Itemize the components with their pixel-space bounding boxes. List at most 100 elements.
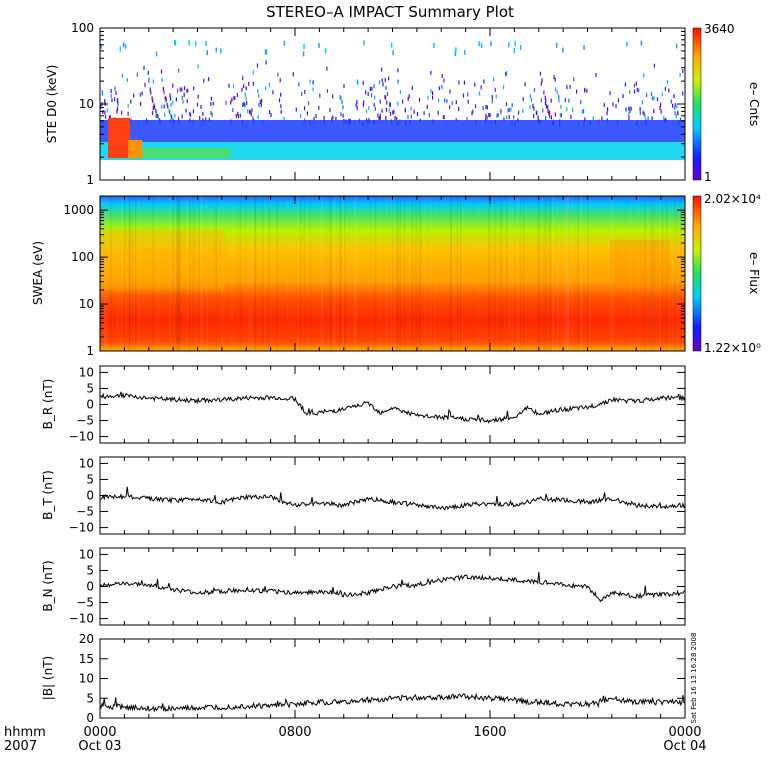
ste-speck	[356, 106, 358, 111]
swea-texture-stripe	[643, 196, 646, 351]
ste-speck	[147, 70, 149, 75]
swea-texture-stripe	[552, 196, 554, 351]
ste-speck	[550, 98, 552, 103]
ste-speck	[572, 107, 574, 112]
ste-speck	[182, 100, 184, 104]
ste-speck-high	[303, 43, 305, 49]
br-y-ticks: 10 5 0 −5 −10	[69, 365, 685, 444]
ste-speck	[642, 110, 644, 115]
ste-colorbar	[692, 27, 702, 181]
ste-tick-label: 1	[86, 173, 94, 187]
ste-speck	[653, 63, 655, 68]
ste-speck	[102, 110, 104, 114]
ste-speck	[471, 111, 473, 116]
ste-speck	[500, 110, 502, 115]
ste-speck	[545, 104, 548, 109]
ste-speck	[174, 113, 176, 118]
ste-speck	[584, 88, 586, 93]
ste-speck	[187, 88, 189, 93]
ste-speck	[140, 101, 142, 106]
swea-texture-stripe	[434, 196, 436, 351]
ste-speck-high	[363, 40, 365, 46]
x-tick-time-label: 1600	[473, 725, 506, 740]
ste-speck	[674, 111, 676, 116]
swea-texture-stripe	[460, 196, 462, 351]
ste-speck	[177, 116, 180, 121]
ste-speck	[306, 111, 308, 116]
ste-speck	[245, 96, 247, 101]
br-tick-label: −10	[69, 430, 94, 444]
swea-texture-stripe	[104, 196, 106, 351]
ste-speck	[392, 110, 394, 115]
ste-speck	[250, 112, 252, 117]
ste-speck	[569, 84, 571, 89]
ste-speck	[243, 101, 245, 106]
ste-speck	[162, 87, 164, 91]
swea-texture-stripe	[172, 196, 175, 351]
ste-speck	[379, 113, 381, 118]
ste-speck-high	[626, 41, 628, 47]
ste-speck	[185, 108, 187, 113]
ste-speck	[368, 106, 370, 111]
swea-colorbar-max: 2.02×10⁴	[704, 192, 761, 206]
ste-speck	[329, 108, 331, 113]
ste-speck	[111, 98, 113, 103]
ste-speck	[235, 114, 237, 119]
ste-speck	[428, 113, 430, 117]
ste-speck	[560, 104, 562, 109]
ste-speck	[265, 60, 267, 65]
ste-speck	[675, 114, 677, 119]
swea-texture-stripe	[254, 196, 257, 351]
ste-speck	[326, 66, 328, 71]
bmag-tick-label: 20	[79, 632, 94, 646]
ste-speck	[553, 75, 555, 80]
ste-speck	[537, 117, 539, 122]
ste-speck	[365, 90, 367, 95]
swea-texture-stripe	[651, 196, 653, 351]
bmag-tick-label: 5	[86, 691, 94, 705]
ste-speck	[116, 106, 119, 111]
ste-speck	[466, 117, 468, 121]
ste-speck	[451, 101, 453, 106]
ste-speck	[650, 92, 653, 97]
ste-speck	[508, 107, 510, 112]
ste-speck	[247, 109, 249, 113]
ste-speck	[639, 111, 641, 116]
ste-speck	[430, 88, 432, 93]
ste-speck	[256, 63, 259, 68]
ste-speck	[200, 104, 202, 109]
ste-speck	[144, 82, 146, 87]
ste-speck	[332, 94, 334, 99]
swea-texture-stripe	[665, 196, 668, 351]
ste-speck	[513, 115, 515, 120]
ste-speck	[474, 104, 477, 109]
ste-speck	[628, 116, 630, 121]
ste-speck	[478, 91, 481, 96]
ste-speck	[458, 107, 460, 111]
ste-speck	[241, 87, 243, 92]
swea-enhancement-2	[610, 240, 670, 285]
ste-speck	[581, 110, 583, 114]
ste-speck	[566, 107, 568, 112]
ste-speck	[679, 72, 681, 77]
ste-speck	[666, 80, 669, 85]
swea-texture-stripe	[151, 196, 154, 351]
br-tick-label: −5	[76, 414, 94, 428]
ste-speck	[381, 67, 383, 72]
ste-speck	[110, 88, 112, 93]
ste-speck	[467, 99, 469, 104]
ste-speck	[645, 117, 647, 122]
ste-speck	[312, 80, 314, 85]
ste-speck	[382, 82, 384, 87]
ste-speck	[651, 96, 654, 101]
swea-colorbar-label: e– Flux	[747, 252, 761, 294]
ste-speck	[622, 94, 624, 99]
swea-enhancement-1	[100, 230, 225, 290]
swea-texture-stripe	[567, 196, 570, 351]
swea-texture-stripe	[268, 196, 270, 351]
ste-speck	[411, 86, 413, 90]
ste-speck	[167, 105, 169, 109]
ste-speck	[379, 115, 381, 120]
swea-texture-stripe	[456, 196, 459, 351]
swea-texture-stripe	[231, 196, 233, 351]
